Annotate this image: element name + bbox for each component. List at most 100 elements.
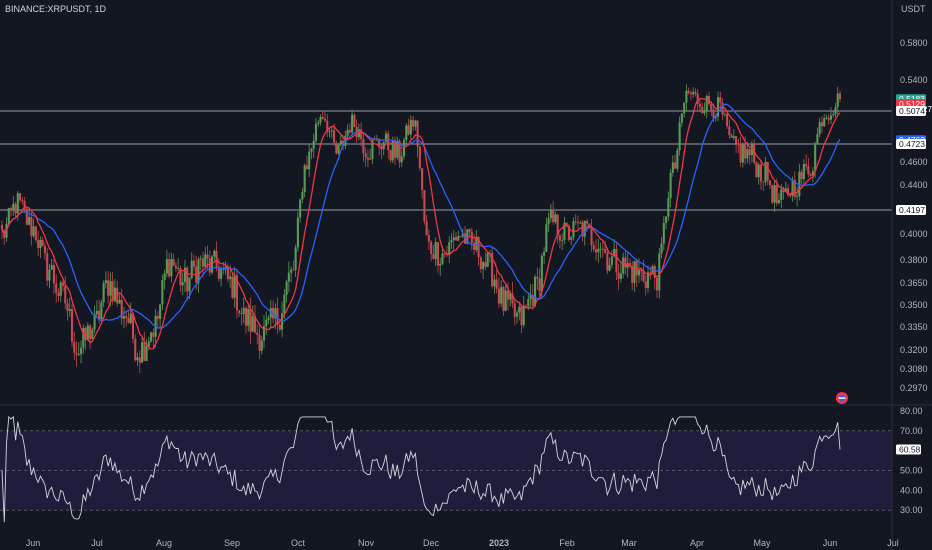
candle [50, 258, 53, 271]
time-tick-label: Oct [291, 538, 306, 548]
candle [703, 102, 706, 116]
candle [407, 118, 410, 136]
candle [748, 147, 751, 165]
candle [156, 311, 159, 330]
candle [590, 218, 593, 253]
candle [14, 201, 17, 219]
price-tick-label: 0.4600 [900, 157, 928, 167]
candle [836, 86, 839, 115]
candle [371, 139, 374, 164]
candle [208, 250, 211, 277]
candle [335, 140, 338, 155]
candle [389, 149, 392, 163]
candle [12, 195, 15, 217]
candle [242, 297, 245, 324]
candle [513, 299, 516, 326]
candle [134, 334, 137, 362]
candle [73, 331, 76, 360]
candle [351, 109, 354, 136]
candle [165, 249, 168, 278]
time-tick-label: Nov [358, 538, 375, 548]
candle [360, 122, 363, 147]
candle [138, 350, 141, 373]
candle [735, 135, 738, 154]
price-pane[interactable] [0, 84, 892, 373]
candle [773, 179, 776, 213]
candle [129, 302, 132, 325]
candle [249, 297, 252, 344]
candle [608, 257, 611, 272]
candle [522, 296, 525, 328]
candle [665, 216, 668, 230]
candle [272, 300, 275, 323]
candle [475, 230, 478, 253]
candle [597, 238, 600, 263]
candle [362, 132, 365, 162]
candle [576, 215, 580, 230]
rsi-axis[interactable]: 80.00 70.00 50.00 40.00 30.00 60.58 [896, 406, 923, 515]
candle [330, 126, 333, 139]
candle [7, 207, 10, 226]
candle [364, 147, 367, 167]
candle [201, 251, 205, 278]
candle [750, 140, 753, 163]
candle [384, 130, 388, 144]
candle [116, 280, 119, 307]
candle [838, 90, 842, 103]
candle [382, 141, 385, 156]
candle [755, 161, 758, 178]
candle [482, 260, 485, 279]
time-axis[interactable]: Jun Jul Aug Sep Oct Nov Dec 2023 Feb Mar Apr May Jun… [26, 538, 899, 548]
candle [427, 229, 430, 250]
candle [631, 261, 634, 291]
time-tick-label: May [753, 538, 771, 548]
candle [308, 143, 311, 178]
candle [454, 232, 458, 241]
candle [290, 266, 293, 283]
candle [199, 255, 202, 271]
candle [91, 327, 94, 340]
price-axis[interactable]: 0.5800 0.5400 0.4600 0.4400 0.4000 0.3800 0.36… [896, 38, 932, 393]
candle [339, 134, 342, 147]
ma-slow-line[interactable] [1, 103, 841, 329]
time-tick-label: Feb [559, 538, 575, 548]
candle [558, 234, 561, 249]
candle [552, 200, 555, 225]
candle [547, 212, 550, 233]
candle [233, 266, 236, 308]
candle [529, 284, 532, 309]
candle [145, 338, 148, 362]
candle [622, 252, 625, 279]
candle [583, 220, 586, 246]
price-tick-label: 0.3080 [900, 364, 928, 374]
candle [147, 336, 150, 351]
candle [615, 243, 618, 281]
candle [61, 278, 65, 292]
candle [820, 116, 823, 133]
event-marker-icon[interactable] [836, 392, 848, 404]
candle [30, 211, 33, 246]
candle [0, 220, 4, 240]
candle [346, 124, 349, 141]
symbol-label: BINANCE:XRPUSDT, 1D [5, 4, 107, 14]
rsi-tick-label: 30.00 [900, 505, 923, 515]
candle [159, 303, 162, 329]
candle [177, 258, 180, 272]
rsi-pane[interactable] [0, 415, 892, 523]
candle [646, 265, 650, 293]
candle [667, 191, 670, 221]
ma-fast-line[interactable] [1, 97, 841, 350]
candle [226, 263, 229, 283]
time-tick-label: Jul [887, 538, 899, 548]
candle [421, 167, 424, 199]
candle [549, 204, 552, 223]
candle [676, 147, 679, 173]
candle [678, 116, 681, 156]
rsi-line[interactable] [1, 415, 841, 523]
candle [192, 254, 196, 272]
candle [425, 214, 428, 236]
price-tick-label: 0.5400 [900, 75, 928, 85]
price-tag: 0.5074 [896, 106, 926, 116]
candle [260, 336, 263, 355]
